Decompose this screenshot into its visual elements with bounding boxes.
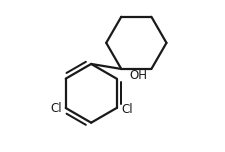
Text: Cl: Cl [121, 103, 132, 116]
Text: Cl: Cl [50, 102, 62, 115]
Text: OH: OH [129, 69, 147, 82]
